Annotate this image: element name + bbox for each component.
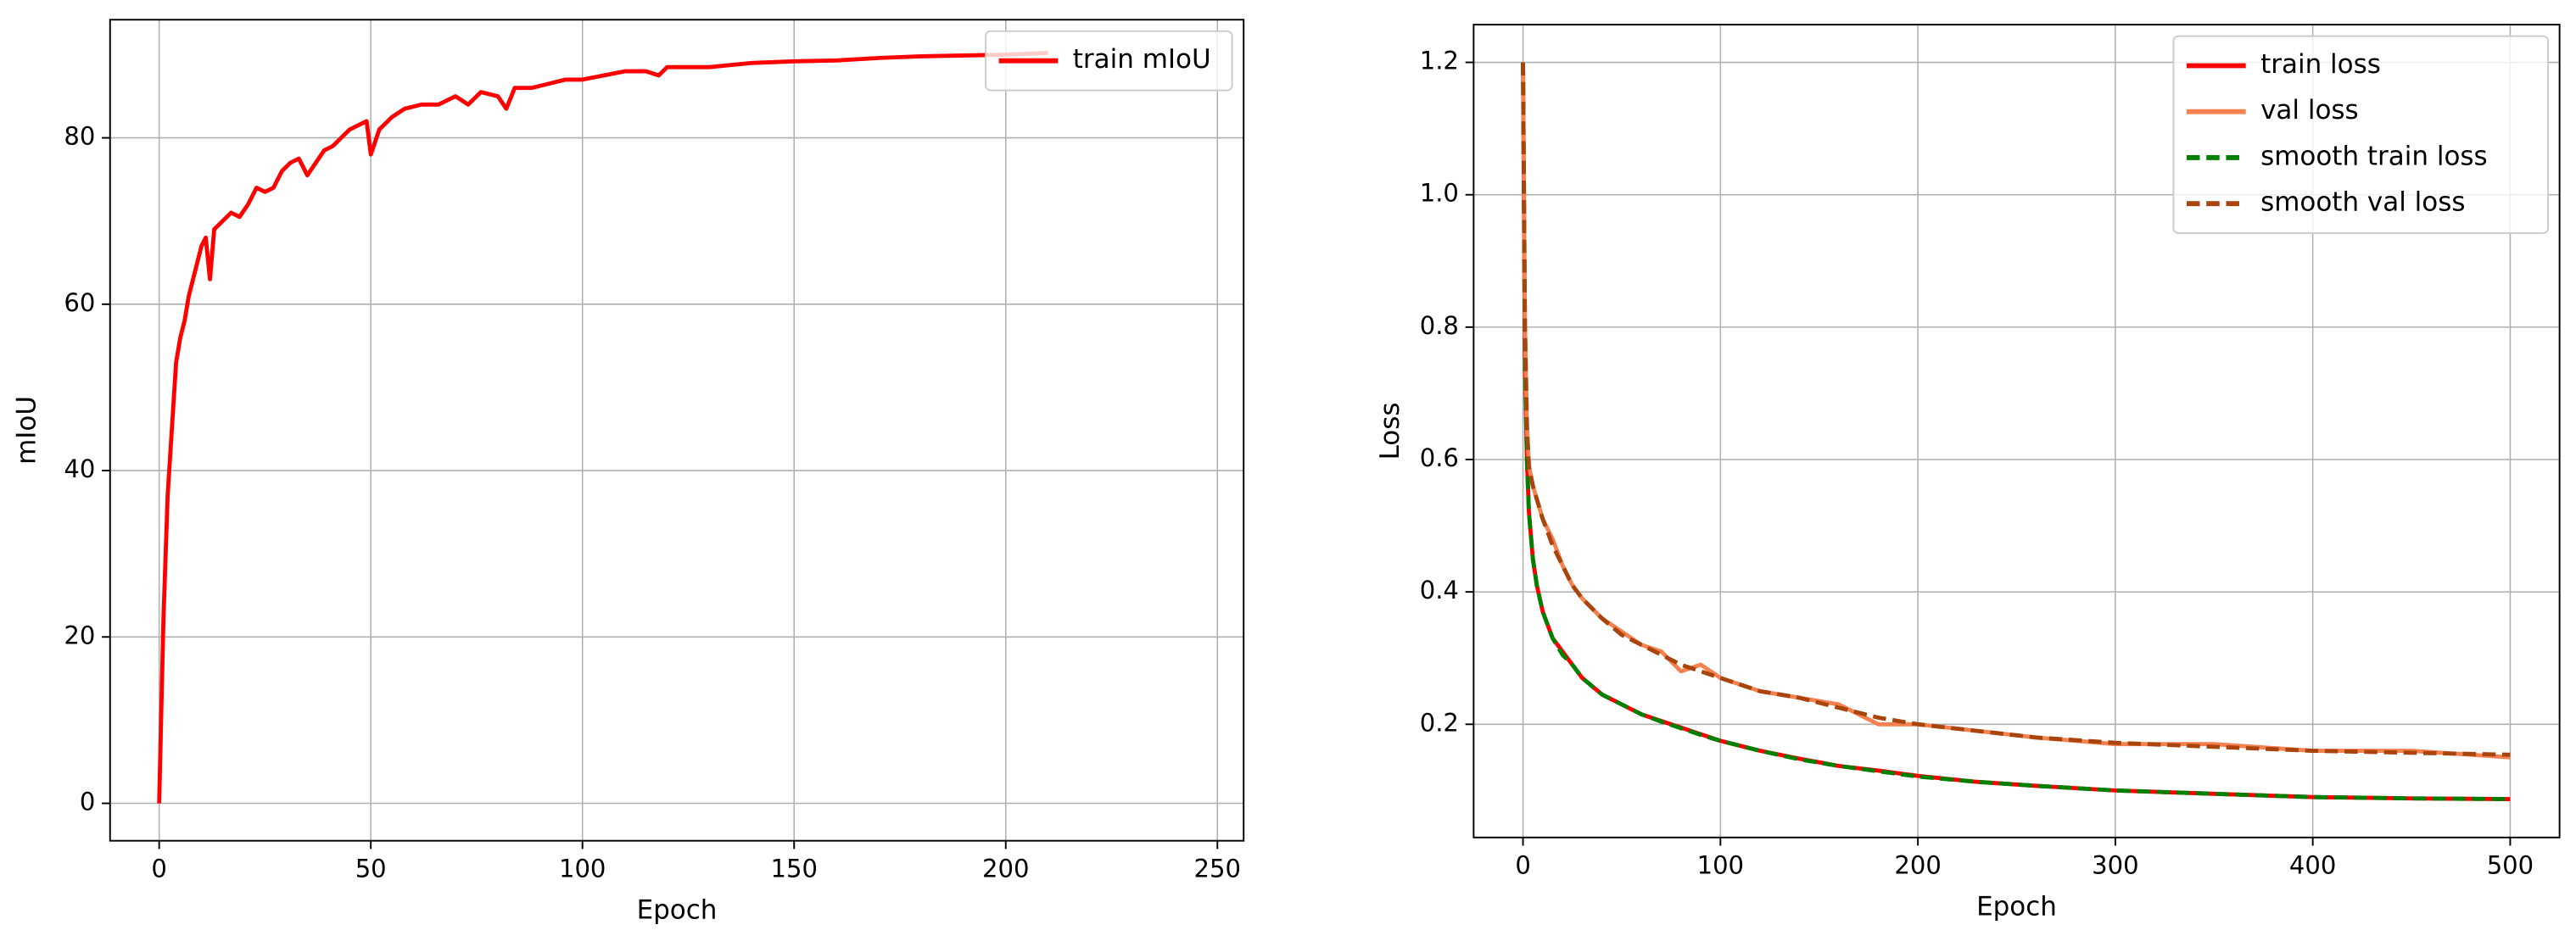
line-series xyxy=(1521,62,2511,801)
line-series xyxy=(1521,62,2511,757)
legend: train mIoU xyxy=(985,30,1233,92)
y-axis-label: mIoU xyxy=(11,396,42,465)
x-axis-label: Epoch xyxy=(637,894,718,925)
x-axis-label: Epoch xyxy=(1976,892,2057,922)
x-tick-label: 500 xyxy=(2487,851,2534,880)
x-tick-label: 150 xyxy=(770,855,817,883)
plot-frame xyxy=(1472,24,2561,838)
x-tick-label: 0 xyxy=(1515,851,1530,880)
legend-label: train mIoU xyxy=(1073,44,1211,75)
x-tick-label: 200 xyxy=(982,855,1029,883)
y-tick-label: 0 xyxy=(80,788,95,816)
x-tick-label: 100 xyxy=(559,855,606,883)
legend: train loss val loss smooth train loss smoot… xyxy=(2172,35,2550,235)
line-series xyxy=(157,51,1048,804)
y-tick-label: 1.2 xyxy=(1420,47,1459,75)
legend-label: val loss xyxy=(2260,95,2359,125)
x-tick-label: 400 xyxy=(2289,851,2336,880)
plot-frame xyxy=(109,19,1245,842)
x-tick-label: 50 xyxy=(355,855,387,883)
y-tick-label: 20 xyxy=(64,621,95,649)
legend-label: smooth train loss xyxy=(2260,141,2488,171)
y-tick-label: 0.8 xyxy=(1420,311,1459,340)
x-tick-label: 300 xyxy=(2092,851,2138,880)
legend-label: smooth val loss xyxy=(2260,187,2465,218)
y-tick-label: 60 xyxy=(64,288,95,317)
y-tick-label: 40 xyxy=(64,454,95,483)
x-tick-label: 250 xyxy=(1194,855,1241,883)
y-tick-label: 1.0 xyxy=(1420,179,1459,208)
y-axis-label: Loss xyxy=(1375,402,1405,460)
legend-label: train loss xyxy=(2260,49,2381,80)
x-tick-label: 100 xyxy=(1697,851,1744,880)
legend-box xyxy=(985,30,1233,92)
x-tick-label: 0 xyxy=(151,855,166,883)
legend-box xyxy=(2172,35,2550,235)
y-tick-label: 0.4 xyxy=(1420,576,1459,604)
x-tick-label: 200 xyxy=(1894,851,1941,880)
y-tick-label: 80 xyxy=(64,122,95,151)
y-tick-label: 0.6 xyxy=(1420,443,1459,472)
y-tick-label: 0.2 xyxy=(1420,708,1459,737)
